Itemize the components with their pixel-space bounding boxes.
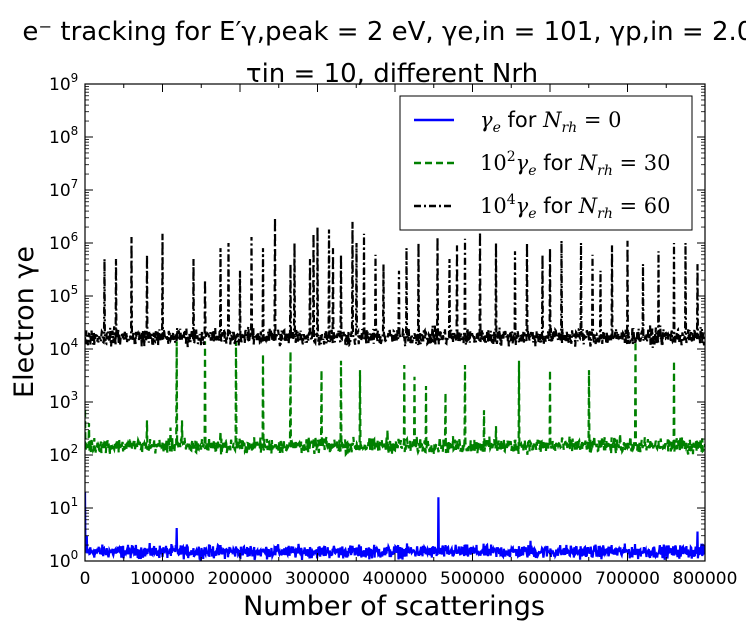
y-tick-label: 108: [49, 124, 78, 148]
series-line-1: [85, 341, 705, 458]
series-line-2: [85, 217, 705, 348]
legend: γe for Nrh = 0 102γe for Nrh = 30 104γe fo…: [399, 95, 693, 231]
chart-title-line1: e⁻ tracking for E′γ,peak = 2 eV, γe,in =…: [22, 17, 746, 47]
y-tick-label: 106: [49, 230, 78, 254]
legend-label-0: γe for Nrh = 0: [480, 108, 622, 136]
x-tick-label: 100000: [130, 569, 195, 589]
x-tick-label: 600000: [518, 569, 583, 589]
y-tick-label: 101: [49, 495, 78, 519]
x-tick-label: 300000: [285, 569, 350, 589]
legend-label-1: 102γe for Nrh = 30: [480, 149, 671, 179]
x-tick-label: 700000: [595, 569, 660, 589]
y-axis-label: Electron γe: [9, 246, 40, 398]
y-tick-label: 100: [49, 548, 78, 572]
x-tick-label: 200000: [208, 569, 273, 589]
legend-label-2: 104γe for Nrh = 60: [480, 192, 671, 222]
y-tick-label: 109: [49, 71, 78, 95]
y-tick-label: 102: [49, 442, 78, 466]
x-tick-label: 0: [80, 569, 91, 589]
y-tick-label: 105: [49, 283, 78, 307]
y-tick-label: 104: [49, 336, 78, 360]
x-axis-label: Number of scatterings: [243, 591, 545, 622]
y-tick-label: 107: [49, 177, 78, 201]
y-tick-label: 103: [49, 389, 78, 413]
x-tick-label: 400000: [363, 569, 428, 589]
series-line-0: [85, 491, 705, 561]
x-tick-label: 500000: [440, 569, 505, 589]
x-tick-label: 800000: [673, 569, 738, 589]
